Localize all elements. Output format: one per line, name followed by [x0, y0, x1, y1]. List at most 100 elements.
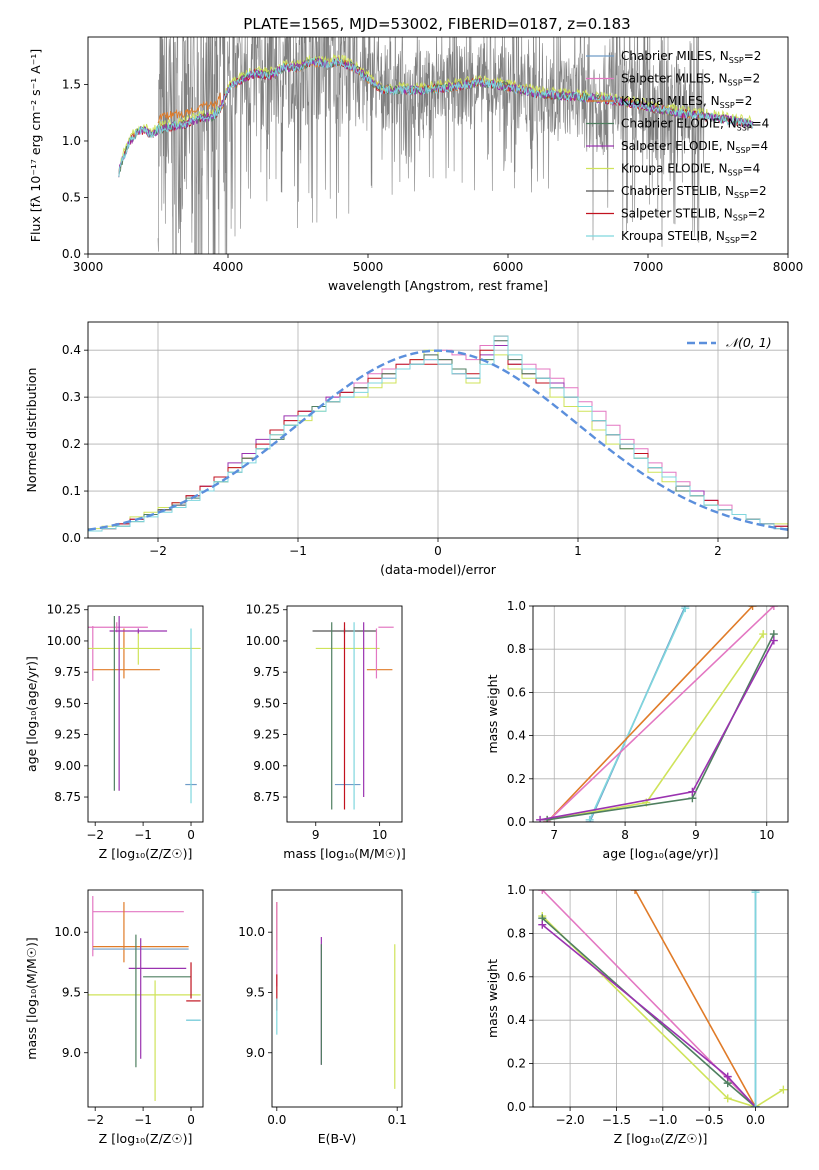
- x-axis-label: age [log₁₀(age/yr)]: [603, 846, 719, 861]
- y-tick-label: 9.00: [54, 759, 81, 773]
- y-tick-label: 0.0: [62, 247, 81, 261]
- x-tick-label: −1: [289, 544, 307, 558]
- x-tick-label: −2: [86, 1113, 104, 1127]
- y-tick-label: 0.0: [507, 815, 526, 829]
- x-axis-label: (data-model)/error: [380, 562, 497, 577]
- y-tick-label: 1.0: [507, 883, 526, 897]
- x-tick-label: 0.1: [388, 1113, 407, 1127]
- axes-frame: [532, 889, 789, 1108]
- y-tick-label: 8.75: [54, 790, 81, 804]
- x-tick-label: 9: [312, 828, 320, 842]
- plus-marker: [585, 815, 594, 822]
- plus-marker: [538, 890, 547, 894]
- cumulative-line-salpeter-miles: [541, 890, 757, 1107]
- y-tick-label: 10.25: [47, 603, 81, 617]
- model-spectrum-kroupa-stelib: [118, 56, 754, 178]
- y-tick-label: 0.2: [507, 1057, 526, 1071]
- legend-entry: Kroupa STELIB, NSSP=2: [621, 229, 758, 245]
- x-tick-label: 1: [574, 544, 582, 558]
- y-tick-label: 1.5: [62, 77, 81, 91]
- x-tick-label: 5000: [353, 260, 384, 274]
- legend-entry: Chabrier MILES, NSSP=2: [621, 49, 761, 65]
- cumulative-line-kroupa-miles: [546, 606, 754, 822]
- axes-frame: [532, 605, 789, 823]
- y-tick-label: 1.0: [507, 599, 526, 613]
- y-tick-label: 9.25: [253, 728, 280, 742]
- plus-marker: [538, 920, 547, 929]
- z-age-plot-area: [88, 615, 201, 804]
- residuals-panel: −2 −1 0 1 2 0.0 0.1 0.2 0.3 0.4 (data-model)/error…: [24, 321, 789, 577]
- x-tick-label: 0: [187, 1113, 195, 1127]
- spectrum-plot-area: [118, 37, 754, 254]
- y-tick-label: 9.50: [253, 696, 280, 710]
- y-axis-label: Flux [fλ 10⁻¹⁷ erg cm⁻² s⁻¹ A⁻¹]: [28, 49, 43, 242]
- y-tick-label: 0.4: [62, 343, 81, 357]
- y-tick-label: 0.6: [507, 685, 526, 699]
- cumulative-line-kroupa-stelib: [588, 607, 687, 821]
- y-tick-label: 0.2: [62, 437, 81, 451]
- y-axis-label: mass weight: [485, 959, 500, 1038]
- legend-entry: 𝒩(0, 1): [726, 335, 772, 350]
- z-mass-plot-area: [88, 896, 201, 1101]
- plus-marker: [769, 606, 778, 610]
- legend-entry: Kroupa MILES, NSSP=2: [621, 94, 752, 110]
- x-axis-label: Z [log₁₀(Z/Z☉)]: [99, 1131, 193, 1146]
- y-tick-label: 9.5: [62, 985, 81, 999]
- axes-frame: [87, 321, 789, 539]
- plus-marker: [688, 787, 697, 796]
- x-axis-label: mass [log₁₀(M/M☉)]: [283, 846, 405, 861]
- legend-entry: Chabrier ELODIE, NSSP=4: [621, 117, 769, 133]
- plus-marker: [759, 630, 768, 639]
- plus-marker: [751, 890, 760, 897]
- y-tick-label: 0.4: [507, 729, 526, 743]
- z-cumulative-panel: −2.0 −1.5 −1.0 −0.5 0.0 0.0 0.2 0.4 0.6 0.8 1.0 Z […: [485, 883, 789, 1146]
- residuals-plot-area: [88, 335, 788, 532]
- y-tick-label: 0.6: [507, 970, 526, 984]
- plus-marker: [536, 815, 545, 822]
- x-tick-label: −1.5: [602, 1113, 631, 1127]
- y-axis-label: mass [log₁₀(M/M☉)]: [24, 937, 39, 1059]
- x-tick-label: 9: [692, 828, 700, 842]
- y-tick-label: 9.75: [253, 665, 280, 679]
- x-tick-label: −0.5: [695, 1113, 724, 1127]
- axes-frame: [271, 889, 403, 1108]
- age-cumulative-panel: 7 8 9 10 0.0 0.2 0.4 0.6 0.8 1.0 age [log₁₀(age/yr…: [485, 599, 789, 861]
- y-tick-label: 9.00: [253, 759, 280, 773]
- y-tick-label: 10.0: [238, 925, 265, 939]
- x-tick-label: 7: [550, 828, 558, 842]
- x-tick-label: 10: [372, 828, 387, 842]
- plus-marker: [681, 606, 690, 613]
- y-tick-label: 10.00: [246, 634, 280, 648]
- z-cumulative-plot-area: [538, 890, 788, 1107]
- cumulative-line-kroupa-miles: [634, 890, 757, 1107]
- y-tick-label: 9.25: [54, 728, 81, 742]
- y-tick-label: 10.25: [246, 603, 280, 617]
- spectrum-legend: Chabrier MILES, NSSP=2 Salpeter MILES, NS…: [586, 49, 769, 245]
- x-tick-label: 10: [759, 828, 774, 842]
- cumulative-line-kroupa-elodie: [541, 915, 784, 1107]
- x-tick-label: −1: [134, 1113, 152, 1127]
- x-tick-label: −2.0: [556, 1113, 585, 1127]
- figure-title: PLATE=1565, MJD=53002, FIBERID=0187, z=0…: [243, 15, 630, 33]
- plus-marker: [779, 1085, 788, 1094]
- y-tick-label: 8.75: [253, 790, 280, 804]
- plus-marker: [748, 606, 757, 610]
- mass-age-plot-area: [312, 622, 394, 810]
- y-axis-label: age [log₁₀(age/yr)]: [24, 656, 39, 772]
- legend-entry: Salpeter MILES, NSSP=2: [621, 72, 760, 88]
- plus-marker: [723, 1094, 732, 1103]
- axes-frame: [87, 889, 204, 1108]
- legend-entry: Chabrier STELIB, NSSP=2: [621, 184, 767, 200]
- x-tick-label: 4000: [213, 260, 244, 274]
- x-tick-label: 0: [434, 544, 442, 558]
- ebv-mass-plot-area: [276, 902, 396, 1089]
- legend-entry: Kroupa ELODIE, NSSP=4: [621, 162, 760, 178]
- x-tick-label: 6000: [493, 260, 524, 274]
- x-tick-label: 3000: [73, 260, 104, 274]
- legend-entry: Salpeter ELODIE, NSSP=4: [621, 139, 768, 155]
- z-mass-panel: −2 −1 0 9.0 9.5 10.0 Z [log₁₀(Z/Z☉)] mass [log₁…: [24, 889, 204, 1146]
- plus-marker: [751, 1103, 760, 1107]
- y-tick-label: 1.0: [62, 134, 81, 148]
- ebv-mass-panel: 0.0 0.1 9.0 9.5 10.0 E(B-V): [238, 889, 407, 1146]
